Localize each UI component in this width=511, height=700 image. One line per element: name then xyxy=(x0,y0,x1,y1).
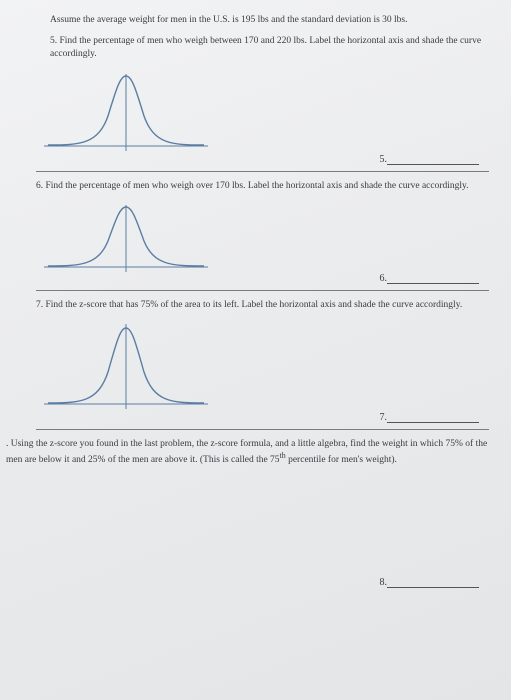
bell-curve-icon xyxy=(36,66,216,158)
q5-curve xyxy=(36,66,216,158)
q8-prompt: . Using the z-score you found in the las… xyxy=(6,438,489,467)
q6-text: Find the percentage of men who weigh ove… xyxy=(46,181,469,191)
intro-text: Assume the average weight for men in the… xyxy=(50,14,489,27)
answer-blank xyxy=(387,412,479,423)
q8-tail: percentile for men's weight). xyxy=(286,455,397,465)
divider xyxy=(36,171,489,172)
q8-ans-label: 8. xyxy=(380,577,388,588)
q8-answer-row: 8. xyxy=(36,577,489,588)
divider xyxy=(36,429,489,430)
answer-blank xyxy=(387,273,479,284)
q8-text: . Using the z-score you found in the las… xyxy=(6,439,487,465)
worksheet-page: Assume the average weight for men in the… xyxy=(0,0,511,700)
q5-text: Find the percentage of men who weigh bet… xyxy=(50,36,481,59)
bell-curve-icon xyxy=(36,199,216,277)
q6-curve xyxy=(36,199,216,277)
q5-prompt: 5. Find the percentage of men who weigh … xyxy=(50,35,489,61)
answer-blank xyxy=(387,154,479,165)
q8-workspace xyxy=(36,473,489,583)
q5-num: 5. xyxy=(50,36,57,46)
divider xyxy=(36,290,489,291)
q7-ans-label: 7. xyxy=(380,412,388,423)
answer-blank xyxy=(387,577,479,588)
q7-curve xyxy=(36,318,216,416)
q6-ans-label: 6. xyxy=(380,273,388,284)
q7-prompt: 7. Find the z-score that has 75% of the … xyxy=(36,299,489,312)
bell-curve-icon xyxy=(36,318,216,416)
q7-num: 7. xyxy=(36,300,43,310)
q7-text: Find the z-score that has 75% of the are… xyxy=(46,300,463,310)
q6-num: 6. xyxy=(36,181,43,191)
q6-prompt: 6. Find the percentage of men who weigh … xyxy=(36,180,489,193)
q5-ans-label: 5. xyxy=(380,154,388,165)
